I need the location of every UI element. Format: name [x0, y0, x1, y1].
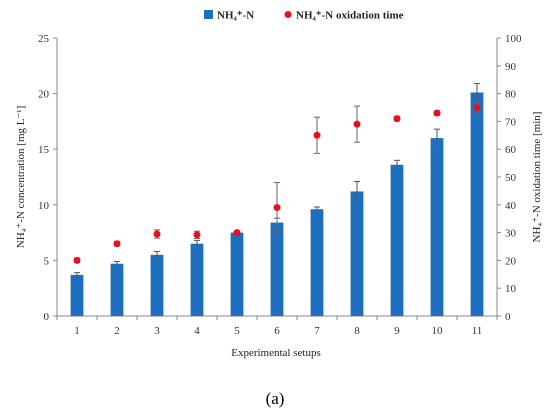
- legend-label-bar: NH₄⁺-N: [217, 10, 254, 22]
- x-tick-label: 6: [274, 325, 280, 337]
- y-axis-left-title: NH₄⁺-N concentration [mg L⁻¹]: [15, 106, 27, 248]
- y-right-tick-label: 60: [505, 144, 517, 156]
- dot-point: [433, 109, 441, 117]
- bar: [230, 232, 244, 316]
- dot-point: [153, 230, 161, 238]
- y-left-tick-label: 20: [38, 89, 50, 101]
- y-axis-right-ticks: 0 10 20 30 40 50 60 70 80 90 100: [497, 33, 522, 323]
- bar: [190, 243, 204, 316]
- x-tick-label: 4: [194, 325, 200, 337]
- y-right-tick-label: 70: [505, 116, 517, 128]
- x-tick-label: 1: [74, 325, 80, 337]
- y-left-tick-label: 15: [38, 144, 50, 156]
- dot-point: [393, 115, 401, 123]
- y-right-tick-label: 0: [505, 311, 511, 323]
- y-left-tick-label: 0: [44, 311, 50, 323]
- dot-point: [473, 104, 481, 111]
- x-axis-ticks: 1 2 3 4 5 6 7 8 9 10 11: [56, 316, 498, 337]
- bar: [70, 274, 84, 316]
- y-axis-left-ticks: 0 5 10 15 20 25: [38, 33, 57, 323]
- y-right-tick-label: 90: [505, 61, 517, 73]
- bar: [350, 191, 364, 316]
- y-left-tick-label: 10: [38, 200, 50, 212]
- bar: [270, 222, 284, 316]
- legend-swatch-bar: [204, 10, 213, 19]
- legend: NH₄⁺-N NH₄⁺-N oxidation time: [204, 10, 404, 22]
- dot-point: [73, 256, 81, 264]
- y-left-tick-label: 5: [44, 255, 50, 267]
- dot-point: [113, 240, 121, 248]
- dot-series: [73, 104, 481, 264]
- y-axis-right-title: NH₄⁺-N oxidation time [min]: [531, 112, 543, 243]
- bar-series: [70, 92, 484, 316]
- dot-point: [353, 120, 361, 128]
- x-tick-label: 11: [472, 325, 483, 337]
- bar: [110, 263, 124, 316]
- y-right-tick-label: 40: [505, 200, 517, 212]
- legend-label-dot: NH₄⁺-N oxidation time: [296, 10, 404, 22]
- y-right-tick-label: 30: [505, 228, 517, 240]
- bar: [390, 164, 404, 316]
- x-tick-label: 2: [114, 325, 120, 337]
- bar: [470, 92, 484, 316]
- x-tick-label: 10: [432, 325, 444, 337]
- y-right-tick-label: 20: [505, 255, 517, 267]
- x-tick-label: 9: [394, 325, 400, 337]
- x-axis-title: Experimental setups: [231, 347, 321, 359]
- bar: [310, 209, 324, 316]
- x-tick-label: 3: [154, 325, 160, 337]
- x-tick-label: 8: [354, 325, 360, 337]
- y-right-tick-label: 80: [505, 89, 517, 101]
- y-left-tick-label: 25: [38, 33, 50, 45]
- y-right-tick-label: 50: [505, 172, 517, 184]
- dot-point: [233, 229, 241, 237]
- dot-point: [193, 231, 201, 239]
- x-tick-label: 5: [234, 325, 240, 337]
- bar: [430, 138, 444, 316]
- dot-point: [273, 204, 281, 212]
- bar: [150, 254, 164, 316]
- panel-label: (a): [266, 389, 285, 408]
- legend-swatch-dot: [284, 11, 292, 18]
- x-tick-label: 7: [314, 325, 320, 337]
- dot-point: [313, 131, 321, 139]
- y-right-tick-label: 10: [505, 283, 517, 295]
- y-right-tick-label: 100: [505, 33, 522, 45]
